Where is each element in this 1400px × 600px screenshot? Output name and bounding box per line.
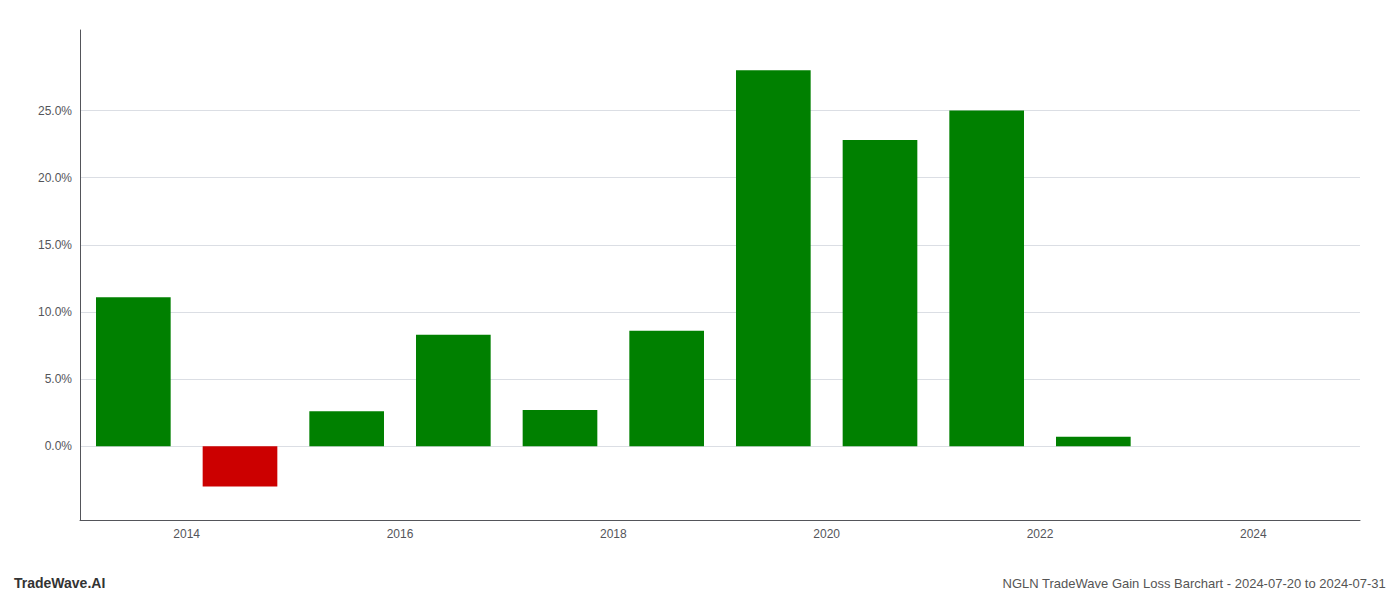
svg-text:TradeWave.AI: TradeWave.AI: [14, 575, 105, 591]
svg-text:2016: 2016: [387, 527, 414, 541]
svg-text:0.0%: 0.0%: [45, 439, 73, 453]
svg-text:2022: 2022: [1027, 527, 1054, 541]
svg-text:15.0%: 15.0%: [38, 238, 72, 252]
svg-text:NGLN TradeWave Gain Loss Barch: NGLN TradeWave Gain Loss Barchart - 2024…: [1003, 576, 1386, 591]
svg-text:10.0%: 10.0%: [38, 305, 72, 319]
svg-text:2024: 2024: [1240, 527, 1267, 541]
svg-text:2014: 2014: [173, 527, 200, 541]
svg-text:20.0%: 20.0%: [38, 171, 72, 185]
svg-text:25.0%: 25.0%: [38, 104, 72, 118]
svg-text:5.0%: 5.0%: [45, 372, 73, 386]
svg-text:2018: 2018: [600, 527, 627, 541]
svg-text:2020: 2020: [813, 527, 840, 541]
